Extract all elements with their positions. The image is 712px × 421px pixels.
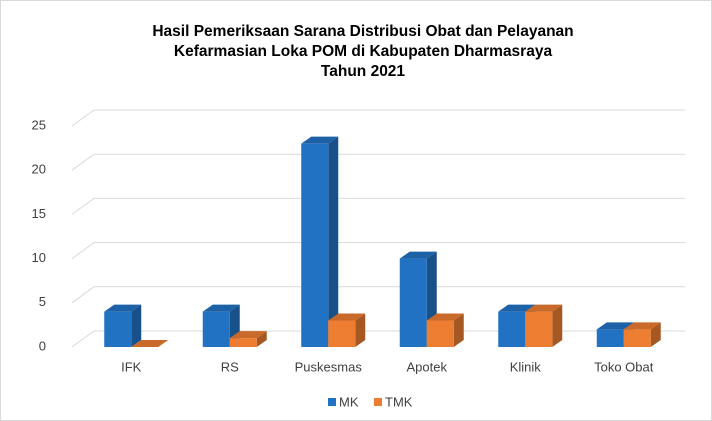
y-tick-label: 10 bbox=[32, 250, 46, 265]
y-tick-label: 20 bbox=[32, 162, 46, 177]
y-tick-label: 5 bbox=[39, 294, 46, 309]
legend-label: TMK bbox=[385, 394, 413, 409]
grid-line bbox=[71, 330, 685, 348]
bar-top bbox=[328, 313, 366, 321]
bar-side bbox=[131, 304, 142, 347]
legend-label: MK bbox=[339, 394, 359, 409]
x-tick-label: IFK bbox=[121, 359, 142, 374]
bar-top bbox=[229, 331, 267, 339]
bar bbox=[229, 338, 257, 347]
bar bbox=[399, 258, 427, 347]
bar-top bbox=[131, 340, 169, 347]
bar bbox=[301, 143, 329, 347]
bar bbox=[596, 329, 624, 347]
bar bbox=[525, 311, 553, 347]
bar bbox=[623, 329, 651, 347]
bar-top bbox=[596, 322, 634, 330]
bar-top bbox=[301, 136, 339, 144]
bar-top bbox=[498, 304, 536, 312]
grid-line bbox=[71, 197, 685, 215]
bar-top bbox=[426, 313, 464, 321]
bar-side bbox=[650, 322, 661, 347]
y-tick-label: 15 bbox=[32, 206, 46, 221]
bar-top bbox=[623, 322, 661, 330]
bar bbox=[104, 311, 132, 347]
x-tick-label: Klinik bbox=[510, 359, 542, 374]
legend-swatch bbox=[328, 398, 336, 406]
grid-line bbox=[71, 242, 685, 260]
x-tick-label: Toko Obat bbox=[594, 359, 654, 374]
bar-top bbox=[525, 304, 563, 312]
bar-top bbox=[202, 304, 240, 312]
bar-top bbox=[104, 304, 142, 312]
x-tick-label: Apotek bbox=[407, 359, 448, 374]
grid-line bbox=[71, 153, 685, 171]
bar bbox=[498, 311, 526, 347]
chart-title: Hasil Pemeriksaan Sarana Distribusi Obat… bbox=[152, 23, 573, 40]
bar bbox=[426, 320, 454, 347]
bar bbox=[328, 320, 356, 347]
chart-title: Tahun 2021 bbox=[321, 63, 406, 80]
bar bbox=[202, 311, 230, 347]
bar-top bbox=[399, 251, 437, 259]
bar-side bbox=[256, 331, 267, 347]
bar-side bbox=[355, 313, 366, 347]
legend-swatch bbox=[374, 398, 382, 406]
bar-side bbox=[453, 313, 464, 347]
grid-line bbox=[71, 109, 685, 127]
y-tick-label: 25 bbox=[32, 117, 46, 132]
bar-side bbox=[328, 136, 339, 347]
grid-line bbox=[71, 286, 685, 304]
y-tick-label: 0 bbox=[39, 338, 46, 353]
bar-side bbox=[552, 304, 563, 347]
chart-title: Kefarmasian Loka POM di Kabupaten Dharma… bbox=[174, 43, 553, 60]
x-tick-label: Puskesmas bbox=[295, 359, 363, 374]
x-tick-label: RS bbox=[221, 359, 239, 374]
